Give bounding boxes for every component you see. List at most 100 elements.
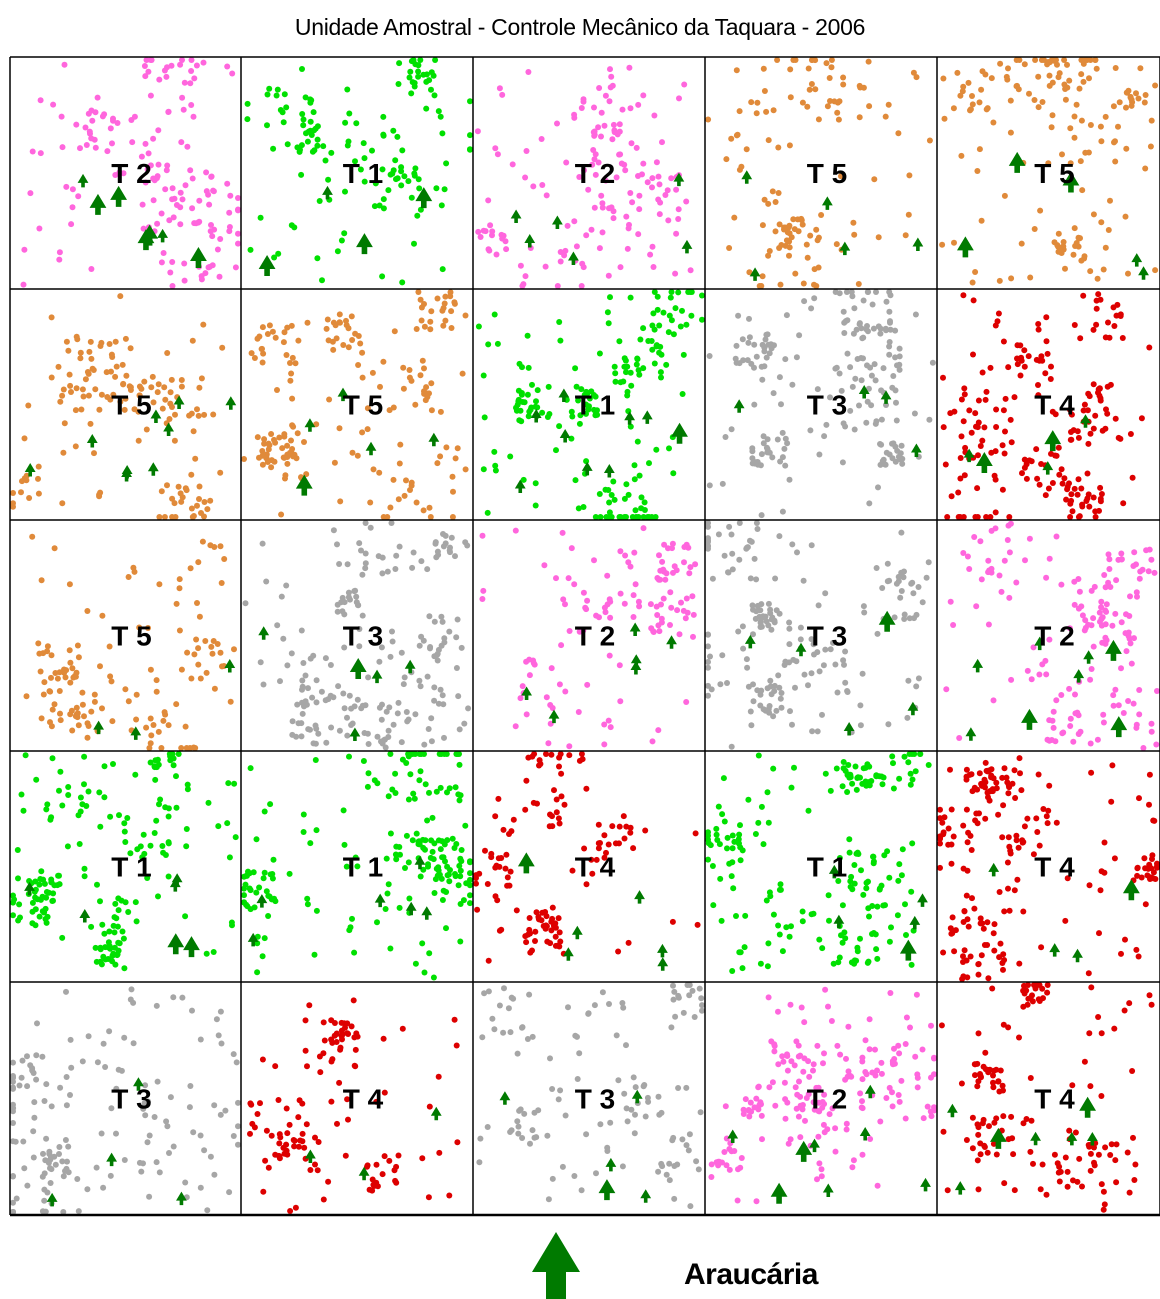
taquara-point xyxy=(480,372,487,379)
taquara-point xyxy=(926,137,933,144)
taquara-point xyxy=(872,377,879,384)
taquara-point xyxy=(539,182,546,188)
taquara-point xyxy=(1026,90,1032,97)
taquara-point xyxy=(710,902,717,909)
taquara-point xyxy=(357,340,364,347)
taquara-point xyxy=(648,338,655,344)
taquara-point xyxy=(454,1139,461,1146)
taquara-point xyxy=(41,679,48,686)
taquara-point xyxy=(827,646,834,653)
taquara-point xyxy=(112,172,119,178)
taquara-point xyxy=(860,334,867,341)
taquara-point xyxy=(969,101,976,108)
taquara-point xyxy=(489,228,496,235)
plot-cell: T 2 xyxy=(479,525,699,750)
taquara-point xyxy=(578,105,585,111)
taquara-point xyxy=(726,1146,733,1152)
taquara-point xyxy=(1124,1149,1131,1156)
taquara-point xyxy=(1136,711,1143,718)
taquara-point xyxy=(62,1168,68,1174)
taquara-point xyxy=(10,490,16,496)
taquara-point xyxy=(142,179,149,186)
taquara-point xyxy=(124,815,131,821)
taquara-point xyxy=(287,1208,294,1214)
taquara-point xyxy=(1072,243,1079,249)
taquara-point xyxy=(948,860,955,867)
taquara-point xyxy=(19,1057,26,1064)
taquara-point xyxy=(603,514,610,520)
taquara-point xyxy=(891,1045,897,1052)
taquara-point xyxy=(1119,335,1126,341)
taquara-point xyxy=(535,1107,542,1114)
taquara-point xyxy=(346,692,353,699)
taquara-point xyxy=(427,326,434,333)
taquara-point xyxy=(59,802,66,809)
taquara-point xyxy=(902,232,909,239)
taquara-point xyxy=(822,590,829,597)
taquara-point xyxy=(218,580,225,586)
taquara-point xyxy=(755,752,762,759)
araucaria-tree-icon xyxy=(163,422,174,436)
taquara-point xyxy=(1066,1127,1073,1134)
araucaria-tree-icon xyxy=(374,893,386,908)
taquara-point xyxy=(211,544,218,550)
taquara-point xyxy=(434,872,441,879)
taquara-point xyxy=(754,99,761,106)
taquara-point xyxy=(303,701,310,708)
taquara-point xyxy=(253,836,260,843)
taquara-point xyxy=(606,98,613,105)
taquara-point xyxy=(845,762,852,768)
taquara-point xyxy=(860,297,867,304)
taquara-point xyxy=(195,645,202,652)
taquara-point xyxy=(364,730,371,737)
taquara-point xyxy=(264,331,271,337)
taquara-point xyxy=(1131,635,1137,642)
plot-cell: T 3 xyxy=(242,520,472,751)
taquara-point xyxy=(976,146,983,153)
taquara-point xyxy=(1032,57,1039,63)
taquara-point xyxy=(405,178,412,185)
taquara-point xyxy=(875,234,882,241)
taquara-point xyxy=(315,1139,322,1145)
taquara-point xyxy=(991,947,998,954)
taquara-point xyxy=(39,1053,46,1060)
taquara-point xyxy=(467,900,473,907)
taquara-point xyxy=(1146,771,1153,778)
taquara-point xyxy=(557,337,564,344)
taquara-point xyxy=(940,949,947,956)
taquara-point xyxy=(562,688,569,695)
taquara-point xyxy=(477,234,484,240)
taquara-point xyxy=(963,806,970,813)
taquara-point xyxy=(828,1018,835,1024)
taquara-point xyxy=(1021,990,1028,997)
taquara-point xyxy=(523,711,530,718)
taquara-point xyxy=(421,323,428,330)
taquara-point xyxy=(974,485,981,492)
taquara-point xyxy=(401,173,408,180)
taquara-point xyxy=(406,895,413,902)
taquara-point xyxy=(217,649,224,656)
taquara-point xyxy=(36,913,43,920)
taquara-point xyxy=(1120,500,1127,507)
taquara-point xyxy=(585,1010,592,1017)
taquara-point xyxy=(384,890,391,897)
taquara-point xyxy=(111,944,118,951)
taquara-point xyxy=(791,226,798,233)
taquara-point xyxy=(998,588,1005,595)
taquara-point xyxy=(782,1115,789,1122)
taquara-point xyxy=(621,495,628,502)
taquara-point xyxy=(1066,685,1073,692)
taquara-point xyxy=(408,377,415,384)
taquara-point xyxy=(290,423,297,430)
taquara-point xyxy=(858,355,865,361)
araucaria-tree-icon xyxy=(258,255,276,277)
taquara-point xyxy=(189,1007,195,1014)
taquara-point xyxy=(1002,395,1009,402)
taquara-point xyxy=(169,259,176,265)
taquara-point xyxy=(683,321,690,328)
taquara-point xyxy=(969,93,975,99)
taquara-point xyxy=(261,440,268,447)
taquara-point xyxy=(911,410,918,417)
taquara-point xyxy=(867,364,874,371)
taquara-point xyxy=(798,1004,805,1011)
